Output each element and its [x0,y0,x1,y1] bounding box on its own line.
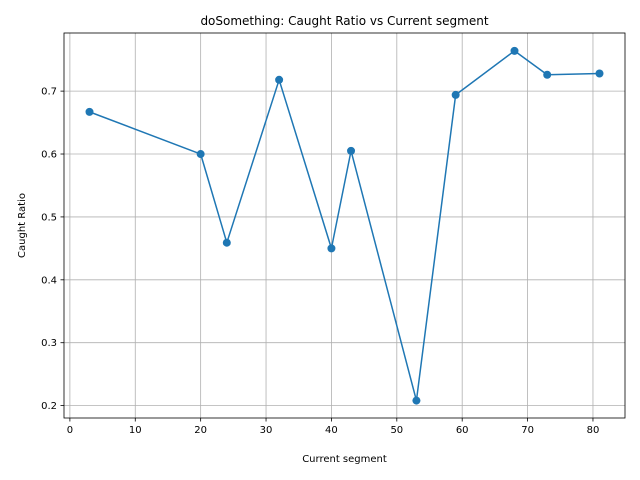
data-point [543,70,552,79]
x-tick-label: 50 [390,425,403,436]
x-tick-label: 10 [129,425,142,436]
x-tick-label: 80 [587,425,600,436]
data-point [85,107,94,116]
y-tick-label: 0.3 [41,338,57,349]
x-tick-label: 70 [521,425,534,436]
data-point [196,150,205,159]
ticks: 0 10 20 30 40 50 60 70 80 0.2 0.3 0.4 0.5 0.6 0.7 [41,87,599,436]
y-tick-label: 0.2 [41,401,57,412]
data-point [412,396,421,405]
x-tick-label: 30 [260,425,273,436]
x-tick-label: 20 [194,425,207,436]
x-axis-label: Current segment [302,454,387,465]
series-layer [85,46,604,405]
y-tick-label: 0.6 [41,150,57,161]
data-point [327,244,336,253]
plot-frame [63,32,626,419]
data-point [347,146,356,155]
y-tick-label: 0.7 [41,87,57,98]
x-tick-label: 60 [456,425,469,436]
chart-title: doSomething: Caught Ratio vs Current seg… [200,14,488,28]
data-point [222,238,231,247]
y-axis-label: Caught Ratio [17,193,28,258]
y-tick-label: 0.4 [41,275,57,286]
data-point [275,75,284,84]
data-point [510,46,519,55]
data-point [595,69,604,78]
y-tick-label: 0.5 [41,212,57,223]
grid [64,33,625,418]
x-tick-label: 40 [325,425,338,436]
x-tick-label: 0 [67,425,73,436]
data-point [451,90,460,99]
